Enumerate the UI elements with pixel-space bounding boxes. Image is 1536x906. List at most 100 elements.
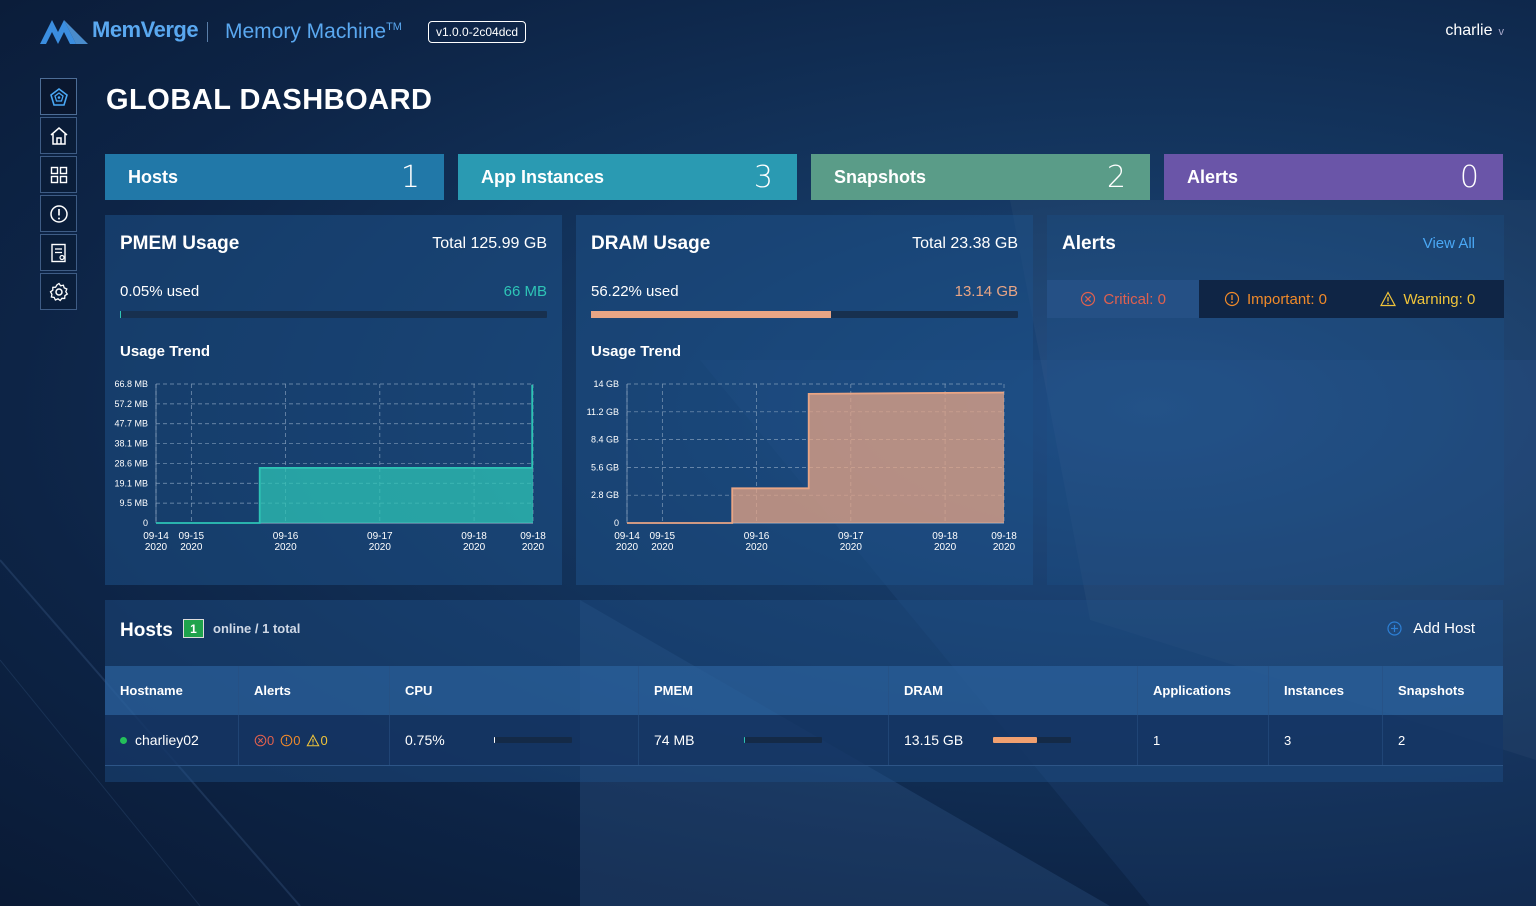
- hostname-cell[interactable]: charliey02: [105, 715, 239, 765]
- sidebar-item-dashboard[interactable]: [40, 78, 77, 115]
- summary-value: 2: [1106, 159, 1126, 195]
- panel-total: Total 125.99 GB: [432, 235, 547, 252]
- sidebar-item-settings[interactable]: [40, 273, 77, 310]
- x-tick-label: 09-14: [143, 531, 169, 542]
- summary-card-alerts[interactable]: Alerts 0: [1164, 154, 1503, 200]
- y-tick-label: 2.8 GB: [591, 490, 619, 500]
- y-tick-label: 11.2 GB: [587, 407, 619, 417]
- x-tick-year: 2020: [522, 542, 545, 553]
- dram-value: 13.15 GB: [904, 732, 964, 748]
- tab-critical[interactable]: Critical: 0: [1047, 280, 1200, 318]
- report-icon: [50, 243, 66, 262]
- sidebar-item-home[interactable]: [40, 117, 77, 154]
- pmem-bar: [744, 737, 822, 743]
- series-area: [156, 385, 533, 523]
- sidebar-item-reports[interactable]: [40, 234, 77, 271]
- x-tick-label: 09-16: [744, 531, 770, 542]
- panel-title: PMEM Usage: [120, 233, 240, 254]
- x-tick-year: 2020: [616, 542, 639, 553]
- panel-title: DRAM Usage: [591, 233, 711, 254]
- y-tick-label: 14 GB: [593, 379, 619, 389]
- x-tick-label: 09-15: [650, 531, 676, 542]
- critical-icon: [254, 734, 267, 746]
- add-host-button[interactable]: Add Host: [1387, 620, 1475, 637]
- critical-icon: [1081, 291, 1096, 307]
- hosts-panel: Hosts 1 online / 1 total Add Host Hostna…: [105, 600, 1503, 782]
- hostname: charliey02: [135, 732, 199, 748]
- x-tick-year: 2020: [840, 542, 863, 553]
- y-tick-label: 9.5 MB: [119, 498, 148, 508]
- y-tick-label: 47.7 MB: [114, 419, 148, 429]
- column-header-applications[interactable]: Applications: [1138, 666, 1269, 715]
- warning-count: Warning: 0: [1403, 290, 1476, 308]
- home-icon: [50, 126, 67, 145]
- version-badge: v1.0.0-2c04dcd: [428, 21, 527, 43]
- dram-cell: 13.15 GB: [889, 715, 1138, 765]
- page-title: GLOBAL DASHBOARD: [106, 84, 433, 116]
- panel-title: Alerts: [1062, 233, 1116, 254]
- add-host-label: Add Host: [1413, 620, 1475, 637]
- pmem-trend-chart: 0 9.5 MB 19.1 MB 28.6 MB 38.1 MB 47.7 MB 57.2 …: [114, 379, 546, 553]
- pmem-cell: 74 MB: [639, 715, 889, 765]
- alerts-panel: Alerts View All Critical: 0 Important: 0: [1047, 215, 1504, 585]
- user-menu[interactable]: charlie v: [1445, 22, 1504, 40]
- memverge-logo[interactable]: MemVerge: [40, 14, 199, 46]
- online-summary: online / 1 total: [213, 621, 301, 636]
- top-header: MemVerge Memory MachineTM v1.0.0-2c04dcd…: [0, 0, 1536, 64]
- trend-label: Usage Trend: [120, 343, 211, 360]
- summary-label: App Instances: [481, 166, 605, 187]
- column-header-cpu[interactable]: CPU: [390, 666, 639, 715]
- column-header-snapshots[interactable]: Snapshots: [1398, 683, 1465, 698]
- y-tick-label: 38.1 MB: [114, 439, 148, 449]
- warning-icon: [306, 733, 321, 746]
- sidebar: [40, 78, 77, 312]
- summary-label: Hosts: [128, 166, 179, 187]
- x-tick-label: 09-15: [179, 531, 205, 542]
- dram-bar: [993, 737, 1071, 743]
- column-header-dram[interactable]: DRAM: [889, 666, 1138, 715]
- summary-label: Alerts: [1187, 166, 1239, 187]
- series-line: [627, 391, 1005, 524]
- used-percent: 0.05% used: [120, 283, 200, 300]
- column-header-hostname[interactable]: Hostname: [105, 666, 239, 715]
- used-percent: 56.22% used: [591, 283, 679, 300]
- table-header: Hostname Alerts CPU PMEM DRAM Applicatio…: [105, 666, 1503, 715]
- x-tick-year: 2020: [934, 542, 957, 553]
- view-all-link[interactable]: View All: [1422, 235, 1475, 252]
- x-tick-year: 2020: [180, 542, 203, 553]
- table-row[interactable]: charliey02 0 0 0 0.75%: [105, 715, 1503, 766]
- x-tick-label: 09-18: [461, 531, 487, 542]
- y-tick-label: 28.6 MB: [114, 458, 148, 468]
- dram-bar-fill: [993, 737, 1037, 743]
- y-tick-label: 0: [614, 518, 619, 528]
- sidebar-item-apps[interactable]: [40, 156, 77, 193]
- x-tick-label: 09-14: [614, 531, 640, 542]
- summary-card-hosts[interactable]: Hosts 1: [105, 154, 444, 200]
- cpu-bar: [494, 737, 572, 743]
- tab-important[interactable]: Important: 0: [1199, 280, 1351, 318]
- usage-bar-fill: [591, 311, 832, 318]
- tab-warning[interactable]: Warning: 0: [1352, 280, 1504, 318]
- sidebar-item-alerts[interactable]: [40, 195, 77, 232]
- critical-count: Critical: 0: [1103, 290, 1166, 308]
- x-tick-label: 09-18: [932, 531, 958, 542]
- dashboard-icon: [49, 87, 68, 106]
- series-area: [627, 392, 1004, 523]
- column-header-instances[interactable]: Instances: [1269, 666, 1383, 715]
- y-tick-label: 0: [143, 518, 148, 528]
- used-value: 13.14 GB: [954, 283, 1018, 300]
- summary-card-snapshots[interactable]: Snapshots 2: [811, 154, 1150, 200]
- y-tick-label: 57.2 MB: [114, 399, 148, 409]
- important-count: Important: 0: [1246, 290, 1328, 308]
- alert-severity-tabs: Critical: 0 Important: 0 Warning: 0: [1047, 280, 1504, 318]
- brand-name: MemVerge: [92, 17, 199, 42]
- memverge-logo-icon: [40, 20, 88, 44]
- column-header-pmem[interactable]: PMEM: [639, 666, 889, 715]
- used-value: 66 MB: [503, 283, 547, 300]
- warning-icon: [1380, 291, 1397, 307]
- row-critical: 0: [254, 733, 274, 748]
- summary-card-app-instances[interactable]: App Instances 3: [458, 154, 797, 200]
- column-header-alerts[interactable]: Alerts: [239, 666, 390, 715]
- x-tick-year: 2020: [993, 542, 1016, 553]
